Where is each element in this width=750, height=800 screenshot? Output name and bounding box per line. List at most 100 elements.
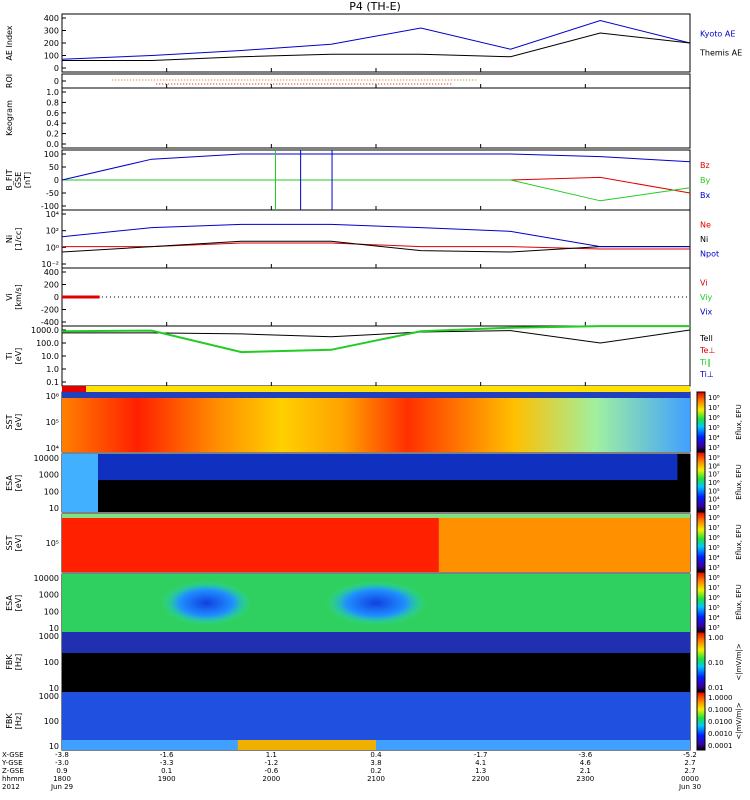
- xaxis-z-label: 2.1: [580, 767, 591, 775]
- ni-tick-label: 10⁴: [46, 210, 59, 219]
- esa2-tick-label: 10000: [34, 574, 59, 583]
- cb4-tick-label: 10⁴: [708, 614, 720, 622]
- cb2-tick-label: 10⁴: [708, 496, 720, 504]
- ti-tick-label: 100.0: [36, 339, 59, 348]
- cb5-bar: [696, 631, 706, 693]
- xaxis-time-label: 2300: [576, 775, 594, 783]
- bfit-series-1: [62, 179, 691, 202]
- cb4-tick-label: 10⁷: [708, 584, 720, 592]
- fbk1-tick-label: 100: [44, 658, 59, 667]
- ti-ylabel: Ti: [5, 353, 14, 361]
- bfit-legend: Bx: [700, 191, 710, 200]
- ni-tick-label: 10⁻²: [41, 260, 59, 269]
- sst1-tick-label: 10⁶: [46, 392, 59, 401]
- xaxis-time-label: 2000: [262, 775, 280, 783]
- ae-series-0: [61, 19, 691, 60]
- vi-tick-label: 200: [44, 281, 59, 290]
- cb5-tick-label: 0.10: [708, 659, 724, 667]
- xaxis-y-label: -1.2: [264, 759, 278, 767]
- sst1-topband: [62, 392, 690, 398]
- ae-frame: [61, 13, 691, 73]
- xaxis-y-label: 3.8: [370, 759, 381, 767]
- ae-tick-label: 200: [44, 39, 59, 48]
- ni-legend: Npot: [700, 250, 719, 259]
- xaxis-row-label: X-GSE: [2, 751, 24, 759]
- cb1-bar: [696, 391, 706, 453]
- xaxis-row-label: Y-GSE: [1, 759, 23, 767]
- ti-ylabel: [eV]: [14, 348, 23, 365]
- cb3-title: Eflux, EFU: [735, 524, 743, 559]
- bfit-legend: By: [700, 176, 710, 185]
- ti-tick-label: 1.0: [46, 365, 59, 374]
- fbk1-upper: [62, 632, 690, 653]
- cb6-tick-label: 0.0010: [708, 730, 733, 738]
- cb1-tick-label: 10⁵: [708, 424, 720, 432]
- vi-tick-label: 0: [54, 293, 59, 302]
- cb4-tick-label: 10³: [708, 624, 720, 632]
- cb1-tick-label: 10⁷: [708, 404, 720, 412]
- cb1-title: Eflux, EFU: [735, 404, 743, 439]
- keo-tick-label: 0.8: [46, 98, 59, 107]
- ae-legend: Themis AE: [699, 49, 742, 58]
- esa1-left: [62, 454, 98, 512]
- cb2-tick-label: 10⁹: [708, 454, 720, 462]
- keo-frame: [61, 87, 691, 149]
- cb1-tick-label: 10⁶: [708, 414, 720, 422]
- bfit-ylabel: B_FIT: [5, 169, 14, 190]
- esa2-tick-label: 100: [44, 607, 59, 616]
- xaxis-z-label: 2.7: [684, 767, 695, 775]
- cb6-tick-label: 1.0000: [708, 694, 733, 702]
- vi-frame: [61, 267, 691, 327]
- ni-tick-label: 10²: [46, 227, 59, 236]
- bfit-ylabel: GSE: [14, 172, 23, 188]
- cb4-title: Eflux, EFU: [735, 584, 743, 619]
- sst2-ylabel: SST: [5, 535, 14, 550]
- esa2-ylabel: [eV]: [14, 595, 23, 612]
- bfit-ylabel: [nT]: [23, 172, 32, 188]
- ae-tick-label: 400: [44, 14, 59, 23]
- cb3-tick-label: 10⁶: [708, 534, 720, 542]
- bfit-tick-label: 0: [54, 176, 59, 185]
- bfit-series-2: [61, 153, 691, 181]
- roi-tick-label: 0: [54, 77, 59, 86]
- fbk2-ylabel: FBK: [5, 713, 14, 729]
- sst1-ylabel: SST: [5, 414, 14, 429]
- ae-tick-label: 0: [54, 64, 59, 73]
- cb3-tick-label: 10⁸: [708, 514, 720, 522]
- ti-tick-label: 1000.0: [31, 326, 59, 335]
- xaxis-x-label: 1.1: [266, 751, 277, 759]
- cb6-tick-label: 0.0100: [708, 718, 733, 726]
- cb1-tick-label: 10⁸: [708, 394, 720, 402]
- status-bar-segment: [62, 386, 86, 392]
- sst2-ylabel: [eV]: [14, 535, 23, 552]
- keo-tick-label: 1.0: [46, 88, 59, 97]
- esa1-tick-label: 10000: [34, 454, 59, 463]
- esa1-tick-label: 10: [49, 504, 59, 513]
- ae-legend: Kyoto AE: [700, 29, 735, 38]
- ae-series-1: [62, 32, 691, 61]
- esa2-tick-label: 1000: [39, 591, 59, 600]
- cb4-tick-label: 10⁶: [708, 594, 720, 602]
- cb2-title: Eflux, EFU: [735, 464, 743, 499]
- cb5-tick-label: 0.01: [708, 684, 724, 692]
- xaxis-y-label: 2.7: [684, 759, 695, 767]
- xaxis-z-label: 1.3: [475, 767, 486, 775]
- keo-tick-label: 0.6: [46, 109, 59, 118]
- xaxis-y-label: -3.3: [160, 759, 174, 767]
- vi-ylabel: [km/s]: [14, 284, 23, 310]
- roi-ylabel: ROI: [5, 74, 14, 88]
- ti-series-tell: [62, 329, 691, 344]
- cb6-tick-label: 0.1000: [708, 706, 733, 714]
- sst2-right: [438, 514, 690, 572]
- cb2-tick-label: 10⁷: [708, 471, 720, 479]
- fbk2-tick-label: 100: [44, 717, 59, 726]
- xaxis-z-label: 0.2: [370, 767, 381, 775]
- cb4-tick-label: 10⁸: [708, 574, 720, 582]
- cb4-tick-label: 10⁵: [708, 604, 720, 612]
- ni-ylabel: Ni: [5, 235, 14, 243]
- esa1-tick-label: 100: [44, 487, 59, 496]
- cb2-tick-label: 10⁶: [708, 479, 720, 487]
- ti-frame: [61, 325, 691, 387]
- vi-tick-label: -200: [41, 306, 59, 315]
- ae-tick-label: 100: [44, 52, 59, 61]
